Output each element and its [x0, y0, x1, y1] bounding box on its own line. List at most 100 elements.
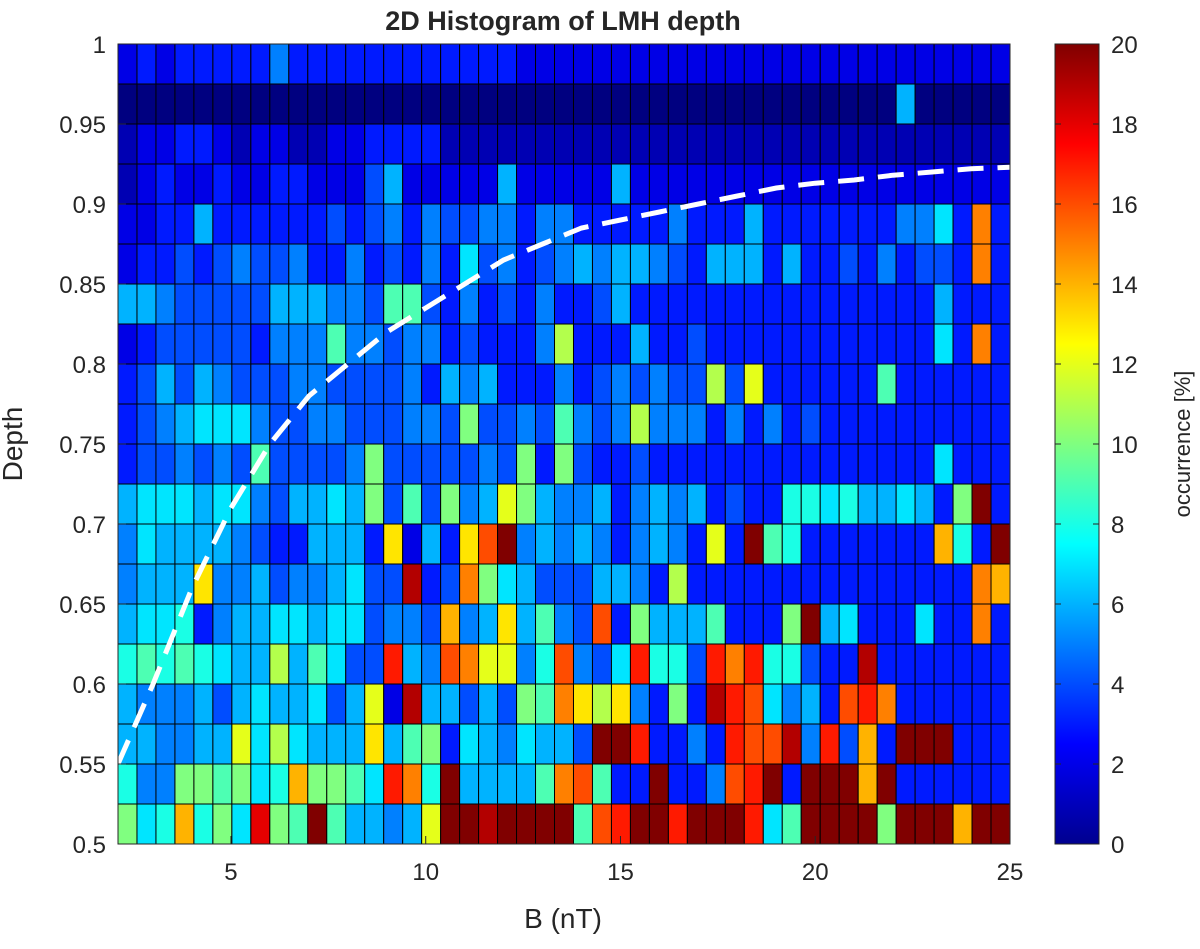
- heatmap-cell: [686, 683, 707, 725]
- heatmap-cell: [819, 323, 840, 365]
- heatmap-cell: [629, 283, 650, 325]
- heatmap-cell: [952, 483, 973, 525]
- heatmap-cell: [174, 203, 195, 245]
- heatmap-cell: [345, 763, 366, 805]
- heatmap-cell: [193, 803, 214, 845]
- heatmap-cell: [402, 403, 423, 445]
- heatmap-cell: [269, 83, 290, 125]
- heatmap-cell: [212, 443, 233, 485]
- heatmap-cell: [516, 523, 537, 565]
- heatmap-cell: [383, 443, 404, 485]
- heatmap-cell: [838, 523, 859, 565]
- heatmap-cell: [610, 603, 631, 645]
- heatmap-cell: [307, 723, 328, 765]
- heatmap-cell: [307, 203, 328, 245]
- heatmap-cell: [819, 203, 840, 245]
- heatmap-cell: [800, 603, 821, 645]
- heatmap-cell: [535, 443, 556, 485]
- heatmap-cell: [364, 523, 385, 565]
- heatmap-cell: [307, 243, 328, 285]
- heatmap-cell: [440, 123, 461, 165]
- heatmap-cell: [193, 403, 214, 445]
- heatmap-cell: [591, 603, 612, 645]
- heatmap-cell: [345, 203, 366, 245]
- heatmap-cell: [686, 43, 707, 85]
- heatmap-cell: [933, 323, 954, 365]
- heatmap-cell: [535, 643, 556, 685]
- heatmap-cell: [364, 403, 385, 445]
- heatmap-cell: [174, 563, 195, 605]
- heatmap-cell: [459, 723, 480, 765]
- heatmap-cell: [914, 803, 935, 845]
- heatmap-cell: [117, 403, 138, 445]
- heatmap-cell: [933, 203, 954, 245]
- colorbar-tick-label: 20: [1111, 32, 1138, 59]
- heatmap-cell: [440, 323, 461, 365]
- heatmap-cell: [800, 403, 821, 445]
- heatmap-cell: [990, 643, 1011, 685]
- heatmap-cell: [554, 323, 574, 365]
- heatmap-cell: [876, 43, 897, 85]
- heatmap-cell: [554, 483, 574, 525]
- heatmap-cell: [155, 563, 176, 605]
- heatmap-cell: [174, 443, 195, 485]
- heatmap-cell: [383, 643, 404, 685]
- heatmap-cell: [724, 523, 745, 565]
- heatmap-cell: [288, 523, 309, 565]
- heatmap-cell: [231, 523, 252, 565]
- heatmap-cell: [876, 83, 897, 125]
- heatmap-cell: [857, 163, 878, 205]
- heatmap-cell: [781, 203, 802, 245]
- heatmap-cell: [269, 683, 290, 725]
- heatmap-cell: [629, 123, 650, 165]
- heatmap-cell: [591, 723, 612, 765]
- heatmap-cell: [174, 323, 195, 365]
- heatmap-cell: [762, 323, 783, 365]
- heatmap-cell: [857, 123, 878, 165]
- heatmap-cell: [136, 403, 157, 445]
- heatmap-cell: [421, 803, 442, 845]
- heatmap-cell: [136, 763, 157, 805]
- heatmap-cell: [516, 723, 537, 765]
- heatmap-cell: [497, 163, 518, 205]
- heatmap-cell: [535, 243, 556, 285]
- y-tick-label: 0.95: [59, 112, 106, 139]
- heatmap-cell: [345, 683, 366, 725]
- heatmap-cell: [933, 243, 954, 285]
- heatmap-cell: [535, 803, 556, 845]
- heatmap-cell: [497, 43, 518, 85]
- heatmap-cell: [591, 243, 612, 285]
- heatmap-cell: [857, 803, 878, 845]
- heatmap-cell: [326, 443, 347, 485]
- heatmap-cell: [535, 723, 556, 765]
- heatmap-cell: [762, 523, 783, 565]
- heatmap-cell: [610, 643, 631, 685]
- heatmap-cell: [155, 523, 176, 565]
- heatmap-cell: [383, 243, 404, 285]
- heatmap-cell: [686, 243, 707, 285]
- heatmap-cell: [288, 683, 309, 725]
- heatmap-cell: [307, 323, 328, 365]
- heatmap-cell: [629, 163, 650, 205]
- heatmap-cell: [402, 323, 423, 365]
- heatmap-cell: [459, 203, 480, 245]
- heatmap-cell: [478, 203, 499, 245]
- heatmap-cell: [193, 43, 214, 85]
- heatmap-cell: [819, 83, 840, 125]
- y-tick-label: 0.8: [73, 352, 106, 379]
- heatmap-cell: [667, 43, 688, 85]
- heatmap-cell: [857, 363, 878, 405]
- heatmap-cell: [269, 763, 290, 805]
- heatmap-cell: [288, 123, 309, 165]
- heatmap-cell: [326, 643, 347, 685]
- heatmap-cell: [459, 363, 480, 405]
- colorbar: [1054, 43, 1100, 845]
- heatmap-cell: [535, 563, 556, 605]
- heatmap-cell: [819, 403, 840, 445]
- heatmap-cell: [762, 163, 783, 205]
- y-tick-label: 0.9: [73, 192, 106, 219]
- heatmap-cell: [136, 243, 157, 285]
- heatmap-cell: [326, 403, 347, 445]
- heatmap-cell: [440, 803, 461, 845]
- heatmap-cell: [307, 83, 328, 125]
